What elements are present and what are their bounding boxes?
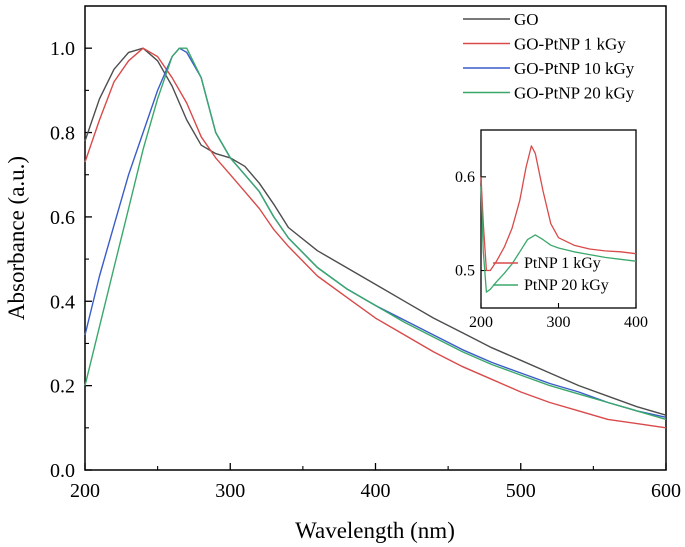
- inset-axis-ticks: 200 300 400 0.5 0.6: [455, 169, 648, 331]
- inset-plot-frame: [480, 129, 637, 309]
- main-legend: GO GO-PtNP 1 kGy GO-PtNP 10 kGy GO-PtNP 20 …: [463, 10, 635, 103]
- inset-series-lines: [480, 145, 637, 293]
- x-tick-label: 300: [215, 480, 245, 502]
- y-tick-label: 0.8: [50, 123, 75, 145]
- y-tick-label: 0.2: [50, 376, 75, 398]
- inset-legend-label-ptnp-1-kgy: PtNP 1 kGy: [524, 255, 601, 272]
- x-tick-label: 600: [651, 480, 681, 502]
- inset-x-tick-label: 400: [624, 314, 648, 331]
- y-axis-title: Absorbance (a.u.): [4, 156, 29, 320]
- x-tick-label: 200: [70, 480, 100, 502]
- inset-x-tick-label: 300: [547, 314, 571, 331]
- inset-y-tick-label: 0.6: [455, 169, 475, 186]
- legend-label-go: GO: [514, 10, 539, 29]
- main-axis-ticks: 200 300 400 500 600 0.0 0.2 0.4 0.6 0.8 1.0: [50, 38, 681, 502]
- inset-series-line-ptnp-1-kgy: [480, 145, 637, 272]
- legend-label-go-ptnp-1-kgy: GO-PtNP 1 kGy: [514, 35, 626, 54]
- main-series-lines: [84, 47, 667, 429]
- x-tick-label: 400: [361, 480, 391, 502]
- legend-label-go-ptnp-10-kgy: GO-PtNP 10 kGy: [514, 59, 635, 78]
- inset-series-line-ptnp-20-kgy: [480, 186, 637, 293]
- x-axis-title: Wavelength (nm): [295, 518, 455, 543]
- series-line-go: [84, 47, 667, 416]
- y-tick-label: 0.6: [50, 207, 75, 229]
- inset-y-tick-label: 0.5: [455, 263, 475, 280]
- inset-legend: PtNP 1 kGy PtNP 20 kGy: [493, 255, 609, 294]
- x-tick-label: 500: [506, 480, 536, 502]
- series-line-go-ptnp-20-kgy: [84, 47, 667, 421]
- inset-x-tick-label: 200: [469, 314, 493, 331]
- y-tick-label: 1.0: [50, 38, 75, 60]
- y-tick-label: 0.4: [50, 291, 75, 313]
- legend-label-go-ptnp-20-kgy: GO-PtNP 20 kGy: [514, 84, 635, 103]
- inset-legend-label-ptnp-20-kgy: PtNP 20 kGy: [524, 277, 609, 294]
- series-line-go-ptnp-1-kgy: [84, 47, 667, 429]
- y-tick-label: 0.0: [50, 460, 75, 482]
